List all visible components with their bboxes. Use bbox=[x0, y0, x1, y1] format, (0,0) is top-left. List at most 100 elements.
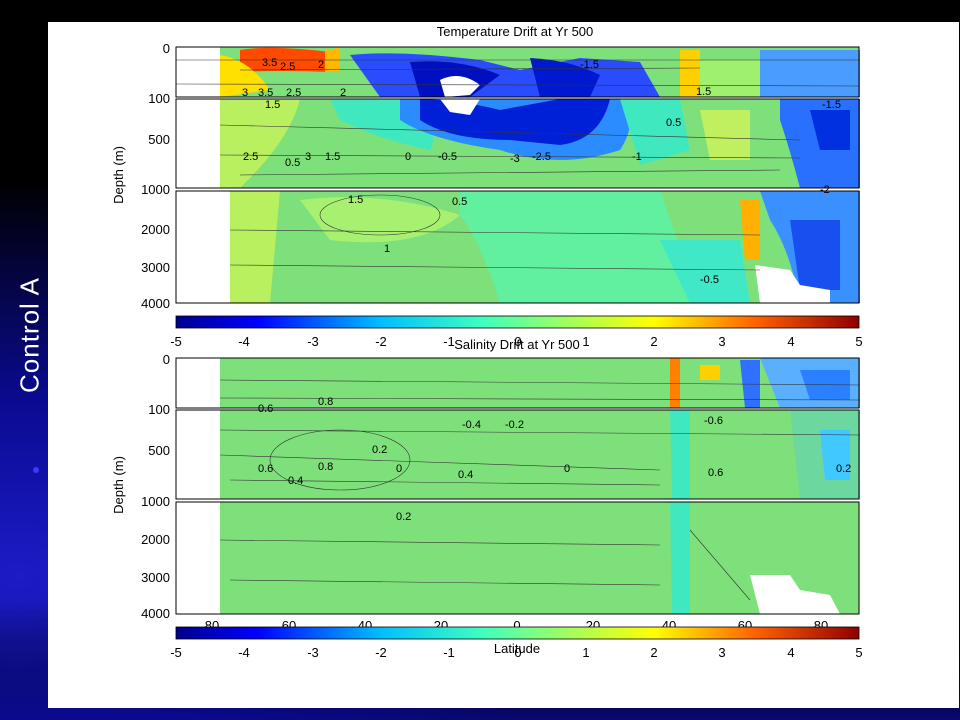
colorbar-tick: 1 bbox=[582, 645, 589, 660]
colorbar-tick: -1 bbox=[443, 645, 455, 660]
colorbar-tick: 4 bbox=[787, 645, 794, 660]
temperature-segment-upper bbox=[176, 99, 860, 188]
temperature-contour-labels: 3.5 2.5 2 3 3.5 2.5 2 1.5 2.5 0.5 3 1.5 … bbox=[242, 57, 841, 286]
salinity-frame-3 bbox=[175, 501, 860, 615]
contour-label: 0.6 bbox=[708, 467, 723, 479]
colorbar-tick: -2 bbox=[375, 334, 387, 349]
temperature-segment-surface bbox=[175, 47, 860, 97]
contour-label: 0.4 bbox=[458, 469, 473, 481]
temperature-segment-deep bbox=[176, 191, 860, 303]
salinity-panel: Salinity Drift at Yr 500 Depth (m) bbox=[111, 337, 863, 660]
salinity-panel-title: Salinity Drift at Yr 500 bbox=[454, 337, 579, 352]
salinity-segment-deep bbox=[176, 502, 859, 614]
salinity-ytick: 4000 bbox=[141, 606, 170, 621]
salinity-ytick: 500 bbox=[148, 443, 170, 458]
colorbar-tick: -4 bbox=[238, 645, 250, 660]
contour-label: 2.5 bbox=[286, 87, 301, 99]
contour-label: 1.5 bbox=[348, 194, 363, 206]
colorbar-tick: 0 bbox=[514, 334, 521, 349]
contour-label: -0.5 bbox=[700, 274, 719, 286]
contour-label: 0.5 bbox=[666, 117, 681, 129]
salinity-segment-upper bbox=[176, 410, 861, 499]
latitude-tick: 0 bbox=[513, 618, 520, 633]
temperature-frame-2 bbox=[175, 98, 860, 189]
salinity-ytick: 1000 bbox=[141, 494, 170, 509]
contour-label: 2.5 bbox=[280, 61, 295, 73]
contour-label: 1.5 bbox=[696, 86, 711, 98]
contour-label: 0 bbox=[396, 463, 402, 475]
colorbar-tick: -2 bbox=[375, 645, 387, 660]
contour-label: -2 bbox=[820, 184, 830, 196]
figure-area: Temperature Drift at Yr 500 Depth (m) bbox=[48, 22, 959, 708]
temperature-ytick: 1000 bbox=[141, 182, 170, 197]
salinity-colorbar bbox=[175, 626, 860, 640]
contour-label: -3 bbox=[510, 153, 520, 165]
contour-label: 0 bbox=[564, 463, 570, 475]
salinity-ytick: 2000 bbox=[141, 532, 170, 547]
temperature-y-ticks: 0 100 500 1000 2000 3000 4000 bbox=[141, 41, 170, 311]
temperature-ytick: 500 bbox=[148, 132, 170, 147]
temperature-panel: Temperature Drift at Yr 500 Depth (m) bbox=[111, 24, 863, 349]
colorbar-tick: 1 bbox=[582, 334, 589, 349]
contour-label: -2.5 bbox=[532, 151, 551, 163]
latitude-label: Latitude bbox=[494, 641, 540, 656]
temperature-ylabel: Depth (m) bbox=[111, 146, 126, 204]
colorbar-tick: -3 bbox=[307, 334, 319, 349]
temperature-ytick: 4000 bbox=[141, 296, 170, 311]
salinity-frame-1 bbox=[175, 357, 860, 409]
salinity-ytick: 0 bbox=[163, 352, 170, 367]
contour-label: -0.4 bbox=[462, 419, 481, 431]
figure-svg: Temperature Drift at Yr 500 Depth (m) bbox=[111, 24, 863, 660]
colorbar-tick: -3 bbox=[307, 645, 319, 660]
contour-label: 2 bbox=[318, 59, 324, 71]
colorbar-tick: 2 bbox=[650, 334, 657, 349]
contour-label: -0.6 bbox=[704, 415, 723, 427]
temperature-ytick: 3000 bbox=[141, 260, 170, 275]
contour-label: 0.8 bbox=[318, 396, 333, 408]
temperature-colorbar-ticks: -5 -4 -3 -2 -1 0 1 2 3 4 5 bbox=[170, 334, 862, 349]
contour-label: 0.6 bbox=[258, 463, 273, 475]
salinity-segment-surface bbox=[176, 358, 861, 408]
salinity-colorbar-ticks: -5 -4 -3 -2 -1 0 1 2 3 4 5 bbox=[170, 645, 862, 660]
contour-label: 0.2 bbox=[836, 463, 851, 475]
contour-label: -1 bbox=[632, 151, 642, 163]
colorbar-tick: -5 bbox=[170, 334, 182, 349]
salinity-ylabel: Depth (m) bbox=[111, 456, 126, 514]
contour-label: 0.5 bbox=[452, 196, 467, 208]
colorbar-tick: -1 bbox=[443, 334, 455, 349]
contour-label: 0.5 bbox=[285, 157, 300, 169]
salinity-ytick: 3000 bbox=[141, 570, 170, 585]
temperature-ytick: 0 bbox=[163, 41, 170, 56]
temperature-frame-1 bbox=[175, 46, 860, 98]
contour-label: 0.4 bbox=[288, 475, 303, 487]
colorbar-tick: 2 bbox=[650, 645, 657, 660]
temperature-panel-title: Temperature Drift at Yr 500 bbox=[437, 24, 594, 39]
contour-label: 1.5 bbox=[325, 151, 340, 163]
contour-label: 3.5 bbox=[258, 87, 273, 99]
salinity-contour-labels: 0.6 0.8 0.2 0.6 0.4 0.8 -0.4 -0.2 0 0.4 … bbox=[258, 396, 851, 523]
contour-label: 0 bbox=[405, 151, 411, 163]
salinity-ytick: 100 bbox=[148, 402, 170, 417]
salinity-frame-2 bbox=[175, 409, 860, 500]
bullet-dot bbox=[33, 467, 39, 473]
contour-label: 2 bbox=[340, 87, 346, 99]
colorbar-tick: -5 bbox=[170, 645, 182, 660]
contour-label: 0.2 bbox=[396, 511, 411, 523]
colorbar-tick: 4 bbox=[787, 334, 794, 349]
colorbar-tick: 3 bbox=[718, 334, 725, 349]
contour-label: -1.5 bbox=[822, 99, 841, 111]
contour-label: 1 bbox=[384, 243, 390, 255]
contour-label: 2.5 bbox=[243, 151, 258, 163]
contour-label: 0.8 bbox=[318, 461, 333, 473]
temperature-ytick: 100 bbox=[148, 91, 170, 106]
contour-label: -0.5 bbox=[438, 151, 457, 163]
contour-label: 0.2 bbox=[372, 444, 387, 456]
temperature-ytick: 2000 bbox=[141, 222, 170, 237]
salinity-y-ticks: 0 100 500 1000 2000 3000 4000 bbox=[141, 352, 170, 621]
contour-label: -1.5 bbox=[580, 59, 599, 71]
contour-label: 0.6 bbox=[258, 403, 273, 415]
contour-label: 3.5 bbox=[262, 57, 277, 69]
contour-label: 1.5 bbox=[265, 99, 280, 111]
colorbar-tick: 3 bbox=[718, 645, 725, 660]
slide-title-text: Control A bbox=[14, 277, 45, 393]
